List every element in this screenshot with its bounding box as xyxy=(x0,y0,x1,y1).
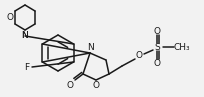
Text: O: O xyxy=(92,81,100,91)
Text: CH₃: CH₃ xyxy=(174,42,190,52)
Text: F: F xyxy=(24,62,30,71)
Text: O: O xyxy=(153,26,161,36)
Text: S: S xyxy=(154,42,160,52)
Text: N: N xyxy=(87,42,93,52)
Text: N: N xyxy=(22,32,28,41)
Text: O: O xyxy=(153,58,161,68)
Text: O: O xyxy=(7,13,13,23)
Text: O: O xyxy=(67,81,73,90)
Text: O: O xyxy=(135,52,143,61)
Text: N: N xyxy=(22,32,28,41)
